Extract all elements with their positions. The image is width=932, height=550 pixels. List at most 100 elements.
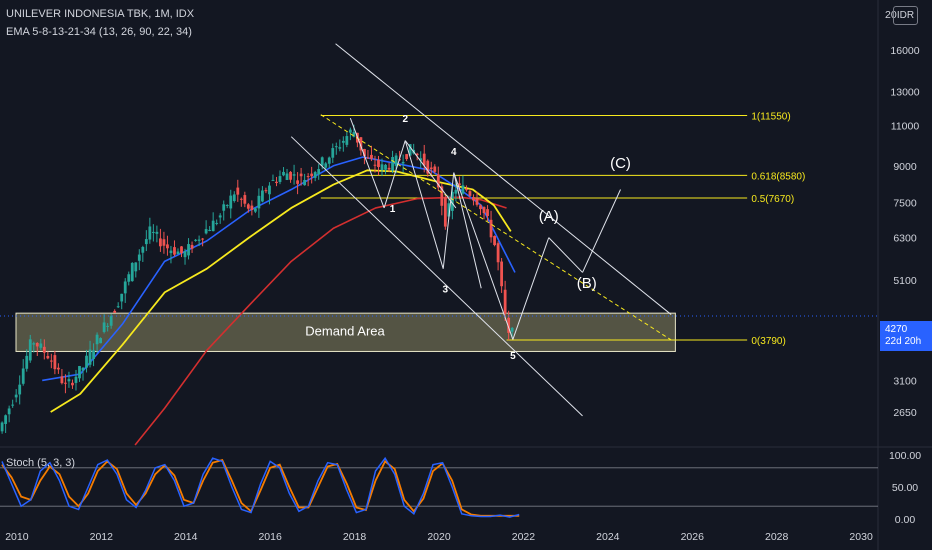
candle-body <box>222 204 226 211</box>
candle-body <box>264 190 268 192</box>
wave-path-segment <box>582 189 621 273</box>
candle-body <box>387 167 391 170</box>
wave-label: (B) <box>577 275 597 292</box>
candle-body <box>42 346 46 353</box>
stoch-k-line <box>1 456 520 518</box>
stoch-tick: 50.00 <box>892 482 918 494</box>
price-tick: 7500 <box>893 198 917 210</box>
candle-body <box>426 160 430 174</box>
candle-body <box>306 176 310 178</box>
wave-path-segment <box>383 140 406 209</box>
candle-body <box>313 172 317 178</box>
candle-body <box>359 137 363 151</box>
candle-body <box>405 154 409 160</box>
candle-body <box>64 382 67 384</box>
time-axis[interactable]: 2010 2012 2014 2016 2018 2020 2022 2024 2026 2028… <box>5 531 873 543</box>
currency-badge[interactable]: IDR <box>893 6 918 25</box>
candle-body <box>144 239 148 245</box>
candle-body <box>141 247 145 253</box>
wave-path-segment <box>548 237 583 273</box>
candle-body <box>429 167 433 169</box>
candle-body <box>331 148 335 158</box>
wave-label: 2 <box>402 114 408 125</box>
candle-body <box>211 220 215 232</box>
candle-body <box>116 306 120 308</box>
wave-label: (A) <box>539 208 559 225</box>
candle-body <box>310 173 314 177</box>
bar-countdown: 22d 20h <box>885 336 922 347</box>
candle-body <box>155 231 159 234</box>
candle-body <box>123 281 127 294</box>
candle-body <box>510 327 514 332</box>
candle-body <box>201 238 205 240</box>
candle-body <box>422 153 426 166</box>
candle-body <box>88 349 92 365</box>
candle-body <box>489 219 493 238</box>
candle-body <box>53 355 57 370</box>
candle-body <box>465 189 468 191</box>
candle-body <box>461 185 465 194</box>
time-tick: 2012 <box>90 531 114 543</box>
upper-channel-line <box>335 43 672 315</box>
candle-body <box>408 144 412 156</box>
candle-body <box>363 149 366 157</box>
candle-body <box>85 355 88 368</box>
fib-label: 0.618(8580) <box>751 171 805 182</box>
time-tick: 2014 <box>174 531 198 543</box>
stoch-legend: Stoch (5, 3, 3) <box>6 457 76 469</box>
candle-body <box>232 194 236 202</box>
candle-body <box>71 382 74 386</box>
candle-body <box>419 158 423 161</box>
candle-body <box>190 244 194 249</box>
candle-body <box>74 376 78 383</box>
candle-body <box>60 376 64 384</box>
candle-body <box>21 368 25 384</box>
candle-body <box>320 157 324 166</box>
candle-body <box>257 195 261 209</box>
price-axis[interactable]: 1600013000110009000750063005100370031002… <box>0 9 920 419</box>
fib-label: 0.5(7670) <box>751 194 794 205</box>
candle-body <box>127 274 131 282</box>
candle-body <box>486 209 489 217</box>
candle-body <box>215 222 219 224</box>
fib-levels: 1(11550) 0.618(8580) 0.5(7670) 0(3790) <box>320 112 805 347</box>
wave-label: 3 <box>443 284 449 295</box>
candle-body <box>450 191 454 211</box>
chart-title: UNILEVER INDONESIA TBK, 1M, IDX <box>6 8 195 20</box>
candle-body <box>475 198 479 205</box>
candle-body <box>109 316 113 326</box>
candle-body <box>377 159 380 168</box>
candle-body <box>275 181 278 184</box>
candle-body <box>46 355 50 359</box>
candle-body <box>289 171 292 180</box>
candle-body <box>137 254 141 261</box>
stoch-tick: 100.00 <box>889 450 921 462</box>
candle-body <box>183 251 187 258</box>
fib-label: 1(11550) <box>751 112 790 123</box>
candle-body <box>440 186 444 206</box>
candle-body <box>493 236 496 246</box>
candle-body <box>285 173 289 180</box>
candle-body <box>35 342 39 347</box>
candle-body <box>268 185 271 195</box>
candle-body <box>401 161 405 164</box>
candle-body <box>468 191 472 196</box>
candle-body <box>208 229 212 231</box>
candle-body <box>120 293 124 302</box>
candle-body <box>204 229 208 234</box>
candle-body <box>278 176 282 182</box>
candle-body <box>18 384 22 395</box>
candle-body <box>7 408 11 415</box>
candle-body <box>159 238 162 247</box>
wave-label: 4 <box>451 147 457 158</box>
time-tick: 2016 <box>258 531 282 543</box>
candle-body <box>243 195 247 204</box>
price-tick-clipped: 20 <box>885 9 897 21</box>
candle-body <box>391 156 394 171</box>
candle-body <box>92 350 95 359</box>
wave-labels: 1 2 3 4 5 (A) (B) (C) <box>390 114 631 362</box>
stoch-panel: 100.00 50.00 0.00 <box>0 450 921 526</box>
time-tick: 2010 <box>5 531 29 543</box>
price-tick: 16000 <box>890 45 919 57</box>
